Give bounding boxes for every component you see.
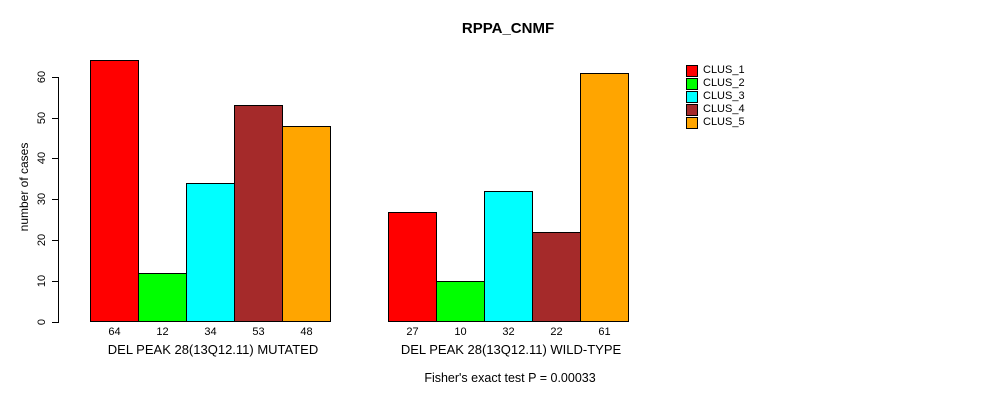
bar-clus_4-group1 — [234, 105, 283, 322]
legend-item-clus_3: CLUS_3 — [686, 90, 745, 103]
bar-value-label: 32 — [502, 326, 515, 338]
y-tick-label: 20 — [36, 233, 48, 247]
x-group-label-mutated: DEL PEAK 28(13Q12.11) MUTATED — [107, 342, 319, 357]
bar-clus_1-group2 — [388, 212, 437, 322]
bar-clus_3-group1 — [186, 183, 235, 322]
y-tick — [52, 240, 58, 241]
y-tick — [52, 281, 58, 282]
bar-value-label: 53 — [252, 326, 265, 338]
y-tick — [52, 118, 58, 119]
legend-label: CLUS_2 — [703, 77, 745, 89]
legend-swatch-icon — [686, 64, 698, 77]
legend-item-clus_5: CLUS_5 — [686, 116, 745, 129]
bar-value-label: 27 — [406, 326, 419, 338]
y-tick-label: 60 — [36, 70, 48, 84]
bar-clus_5-group1 — [282, 126, 331, 322]
legend-swatch-icon — [686, 90, 698, 103]
y-tick — [52, 77, 58, 78]
y-tick-label: 50 — [36, 111, 48, 125]
legend-swatch-icon — [686, 103, 698, 116]
chart-title: RPPA_CNMF — [461, 20, 555, 37]
bar-value-label: 34 — [204, 326, 217, 338]
bar-clus_5-group2 — [580, 73, 629, 322]
x-group-label-wildtype: DEL PEAK 28(13Q12.11) WILD-TYPE — [400, 342, 622, 357]
legend-label: CLUS_3 — [703, 90, 745, 102]
y-tick-label: 30 — [36, 192, 48, 206]
legend: CLUS_1 CLUS_2 CLUS_3 CLUS_4 CLUS_5 — [686, 64, 745, 129]
bar-clus_3-group2 — [484, 191, 533, 322]
y-tick-label: 0 — [36, 318, 48, 326]
legend-item-clus_1: CLUS_1 — [686, 64, 745, 77]
bar-value-label: 48 — [300, 326, 313, 338]
y-tick — [52, 158, 58, 159]
legend-label: CLUS_5 — [703, 116, 745, 128]
legend-swatch-icon — [686, 77, 698, 90]
bar-value-label: 61 — [598, 326, 611, 338]
fisher-test-note: Fisher's exact test P = 0.00033 — [424, 371, 596, 385]
bar-value-label: 12 — [156, 326, 169, 338]
bar-clus_1-group1 — [90, 60, 139, 322]
bar-value-label: 10 — [454, 326, 467, 338]
bar-value-label: 64 — [108, 326, 121, 338]
bar-clus_2-group1 — [138, 273, 187, 322]
bar-value-label: 22 — [550, 326, 563, 338]
legend-swatch-icon — [686, 116, 698, 129]
legend-label: CLUS_1 — [703, 64, 745, 76]
bar-clus_2-group2 — [436, 281, 485, 322]
legend-item-clus_4: CLUS_4 — [686, 103, 745, 116]
y-tick-label: 10 — [36, 274, 48, 288]
bar-clus_4-group2 — [532, 232, 581, 322]
y-tick-label: 40 — [36, 151, 48, 165]
y-tick — [52, 199, 58, 200]
y-tick — [52, 322, 58, 323]
legend-label: CLUS_4 — [703, 103, 745, 115]
y-axis-line — [58, 77, 59, 323]
legend-item-clus_2: CLUS_2 — [686, 77, 745, 90]
